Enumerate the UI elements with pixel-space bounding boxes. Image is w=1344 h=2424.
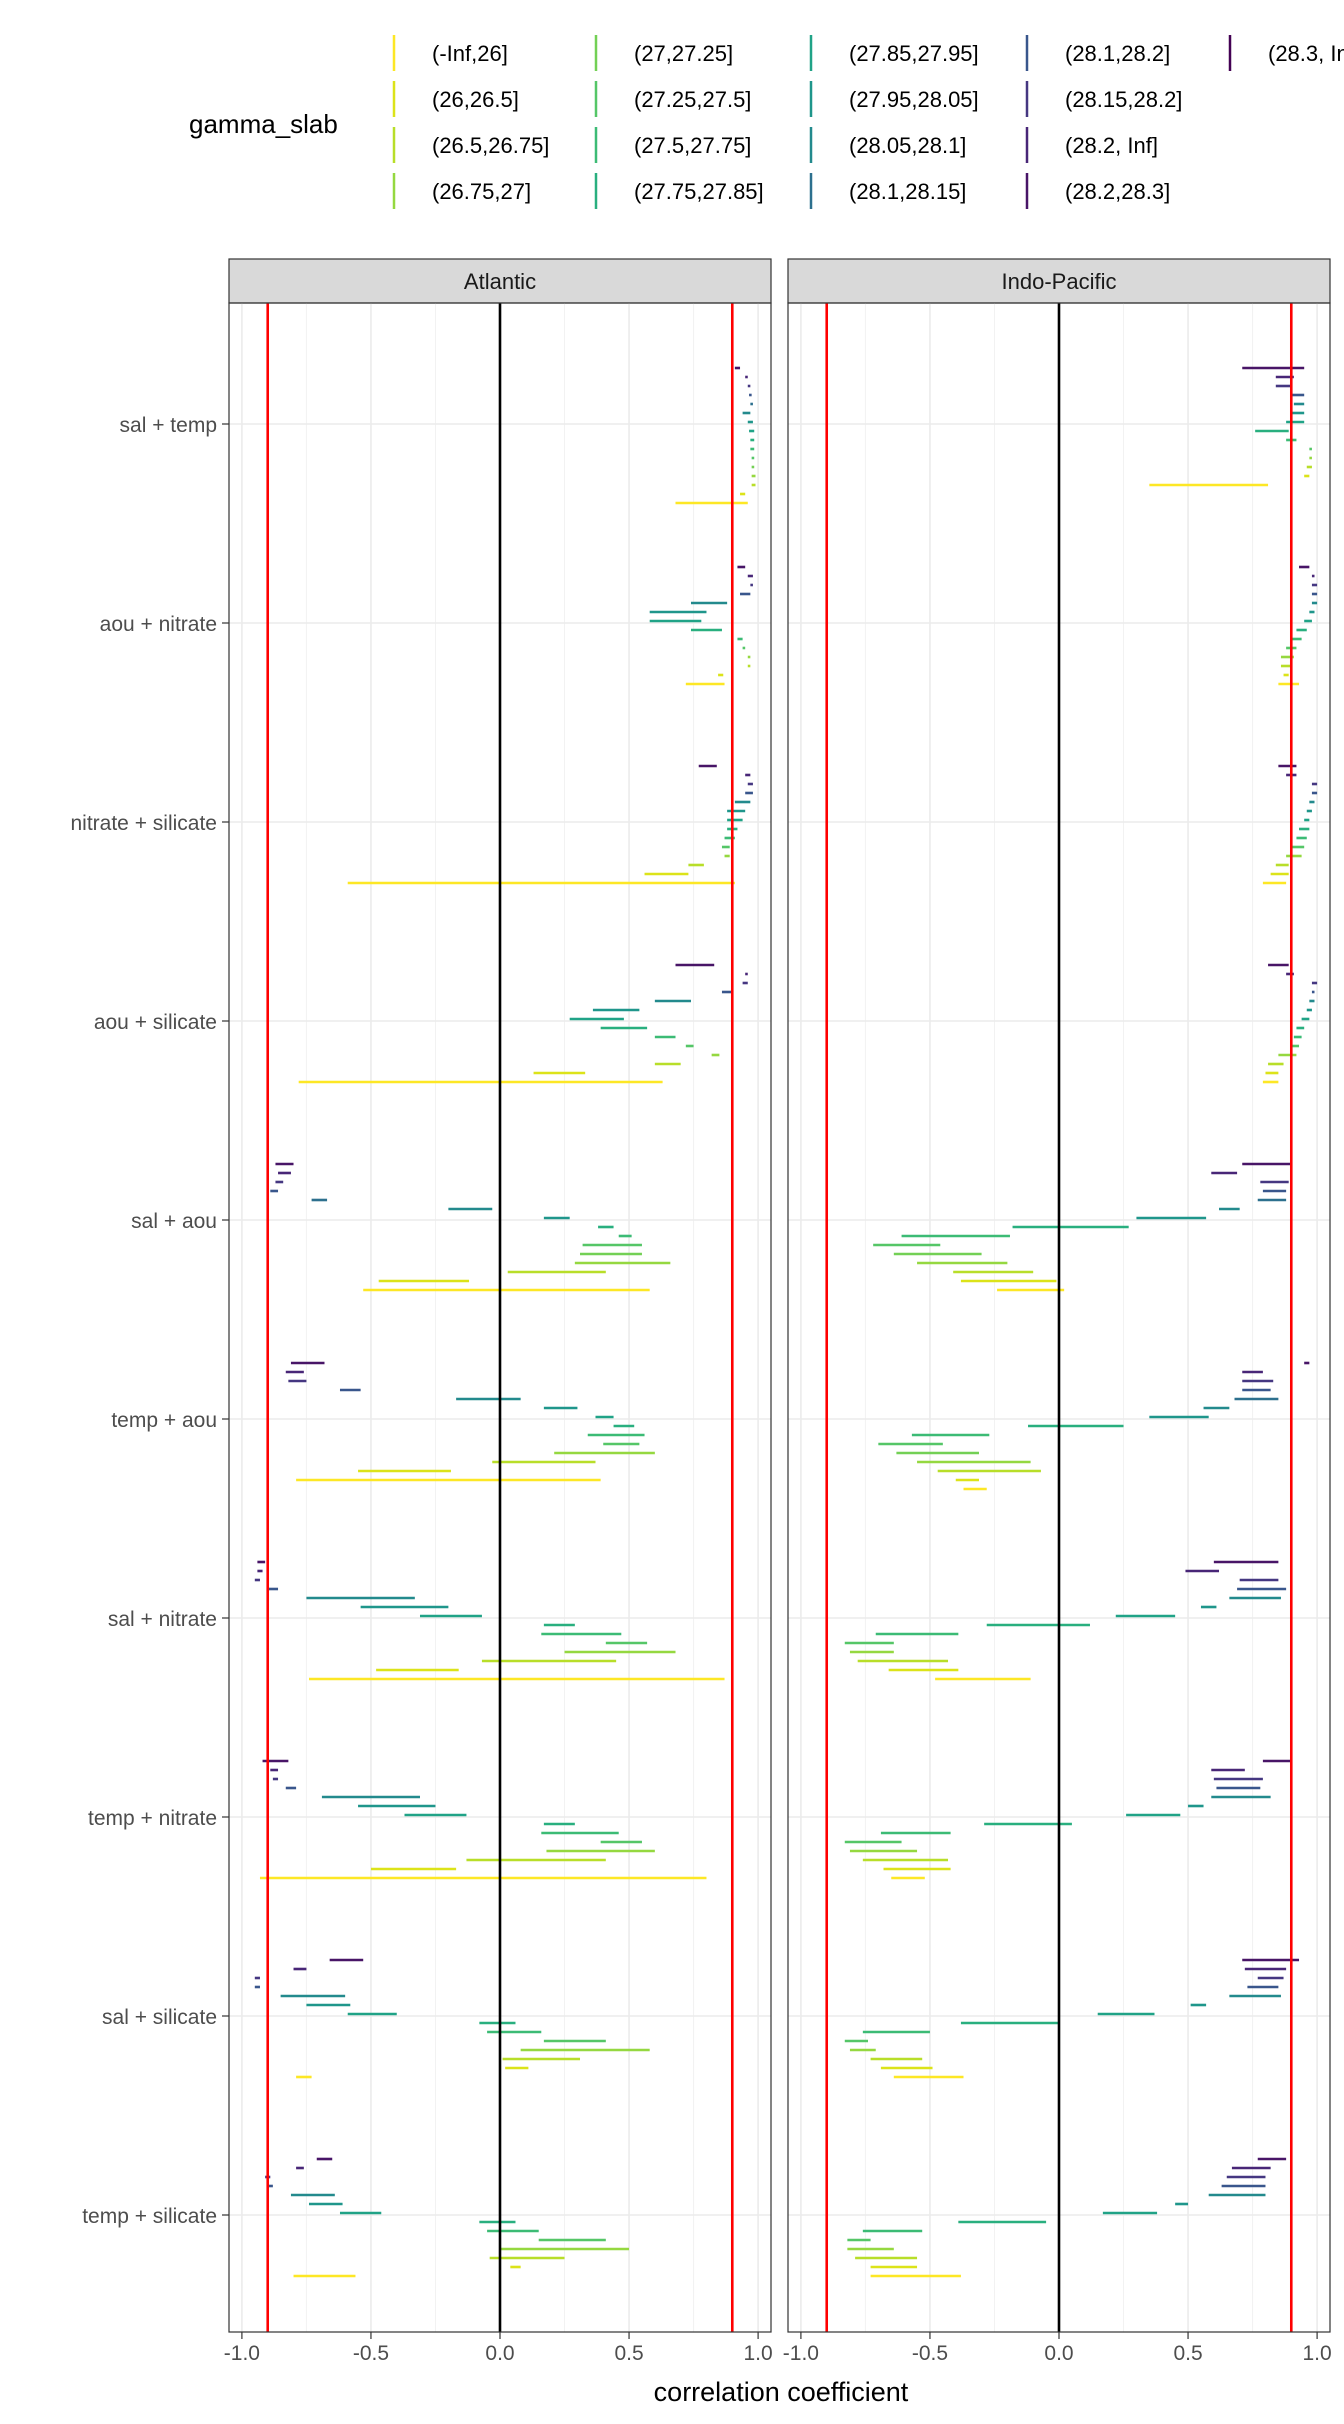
series-group bbox=[285, 1361, 655, 1482]
legend-label: (27.5,27.75] bbox=[634, 133, 751, 158]
panel-strip bbox=[228, 258, 772, 304]
x-tick-label: 1.0 bbox=[1302, 2342, 1331, 2365]
legend-label: (27.75,27.85] bbox=[634, 179, 764, 204]
legend-label: (28.2, Inf] bbox=[1065, 133, 1158, 158]
panel-indo-pacific: Indo-Pacific -1.0 -0.5 0.0 0.5 1.0 bbox=[783, 258, 1332, 2365]
legend-item: (26.5,26.75] bbox=[392, 127, 549, 163]
series-group bbox=[270, 1162, 671, 1292]
legend-item: (27.25,27.5] bbox=[594, 81, 751, 117]
y-tick-label: sal + temp bbox=[120, 414, 217, 437]
series-group bbox=[847, 2157, 1287, 2278]
legend-item: (26,26.5] bbox=[392, 81, 519, 117]
legend-title: gamma_slab bbox=[189, 109, 338, 139]
legend-item: (28.1,28.2] bbox=[1025, 35, 1170, 71]
y-tick-label: temp + aou bbox=[111, 1409, 217, 1432]
panel-strip bbox=[787, 258, 1331, 304]
x-tick-label: -1.0 bbox=[783, 2342, 819, 2365]
x-tick-label: 0.5 bbox=[614, 2342, 643, 2365]
panel-strip-label: Indo-Pacific bbox=[1002, 269, 1117, 294]
panels: Atlantic -1.0 -0.5 0.0 0.5 1.0 Indo-Pacific -1.… bbox=[224, 258, 1332, 2365]
series-group bbox=[259, 1759, 707, 1880]
x-axis-title: correlation coefficient bbox=[654, 2377, 909, 2407]
legend-item: (28.2, Inf] bbox=[1025, 127, 1158, 163]
legend-label: (27,27.25] bbox=[634, 41, 733, 66]
legend-item: (27.85,27.95] bbox=[809, 35, 979, 71]
legend-item: (28.05,28.1] bbox=[809, 127, 966, 163]
x-tick-label: 1.0 bbox=[743, 2342, 772, 2365]
panel-strip-label: Atlantic bbox=[464, 269, 536, 294]
x-tick-label: 0.5 bbox=[1173, 2342, 1202, 2365]
series-group bbox=[675, 366, 756, 505]
series-group bbox=[844, 1759, 1292, 1880]
y-tick-label: aou + silicate bbox=[94, 1011, 217, 1034]
y-tick-label: nitrate + silicate bbox=[71, 812, 218, 835]
x-tick-label: -1.0 bbox=[224, 2342, 260, 2365]
series-group bbox=[649, 565, 753, 686]
legend-label: (27.95,28.05] bbox=[849, 87, 979, 112]
x-tick-label: 0.0 bbox=[1044, 2342, 1073, 2365]
x-tick-label: 0.0 bbox=[485, 2342, 514, 2365]
legend-item: (-Inf,26] bbox=[392, 35, 508, 71]
legend: (-Inf,26] (26,26.5] (26.5,26.75] (26.75,27]… bbox=[392, 35, 1344, 209]
legend-item: (28.2,28.3] bbox=[1025, 173, 1170, 209]
series-group bbox=[254, 1560, 725, 1681]
legend-item: (26.75,27] bbox=[392, 173, 531, 209]
series-group bbox=[1278, 565, 1318, 686]
series-group bbox=[878, 1361, 1310, 1491]
y-tick-label: aou + nitrate bbox=[100, 613, 217, 636]
legend-label: (-Inf,26] bbox=[432, 41, 508, 66]
y-tick-label: sal + aou bbox=[131, 1210, 217, 1233]
panel-atlantic: Atlantic -1.0 -0.5 0.0 0.5 1.0 bbox=[224, 258, 773, 2365]
x-tick-label: -0.5 bbox=[353, 2342, 389, 2365]
series-group bbox=[844, 1958, 1300, 2079]
series-group bbox=[265, 2157, 630, 2278]
y-tick-label: sal + nitrate bbox=[108, 1608, 217, 1631]
legend-item: (28.15,28.2] bbox=[1025, 81, 1182, 117]
y-tick-label: temp + silicate bbox=[82, 2205, 217, 2228]
legend-label: (28.1,28.15] bbox=[849, 179, 966, 204]
y-tick-label: temp + nitrate bbox=[88, 1807, 217, 1830]
legend-label: (28.1,28.2] bbox=[1065, 41, 1170, 66]
legend-label: (28.15,28.2] bbox=[1065, 87, 1182, 112]
y-tick-label: sal + silicate bbox=[102, 2006, 217, 2029]
legend-label: (26.5,26.75] bbox=[432, 133, 549, 158]
legend-item: (27.5,27.75] bbox=[594, 127, 751, 163]
series-group bbox=[1149, 366, 1312, 487]
series-group bbox=[1262, 764, 1318, 885]
legend-item: (27.75,27.85] bbox=[594, 173, 764, 209]
x-tick-label: -0.5 bbox=[912, 2342, 948, 2365]
legend-label: (27.25,27.5] bbox=[634, 87, 751, 112]
legend-item: (27,27.25] bbox=[594, 35, 733, 71]
series-group bbox=[844, 1560, 1287, 1681]
legend-label: (26,26.5] bbox=[432, 87, 519, 112]
legend-item: (28.3, Inf] bbox=[1228, 35, 1344, 71]
legend-label: (28.05,28.1] bbox=[849, 133, 966, 158]
series-group bbox=[873, 1162, 1292, 1292]
series-group bbox=[347, 764, 753, 885]
legend-item: (28.1,28.15] bbox=[809, 173, 966, 209]
legend-item: (27.95,28.05] bbox=[809, 81, 979, 117]
legend-label: (27.85,27.95] bbox=[849, 41, 979, 66]
legend-label: (26.75,27] bbox=[432, 179, 531, 204]
series-group bbox=[254, 1958, 650, 2079]
legend-label: (28.2,28.3] bbox=[1065, 179, 1170, 204]
series-group bbox=[298, 963, 748, 1084]
y-axis: sal + temp aou + nitrate nitrate + silicat… bbox=[71, 414, 229, 2228]
legend-label: (28.3, Inf] bbox=[1268, 41, 1344, 66]
